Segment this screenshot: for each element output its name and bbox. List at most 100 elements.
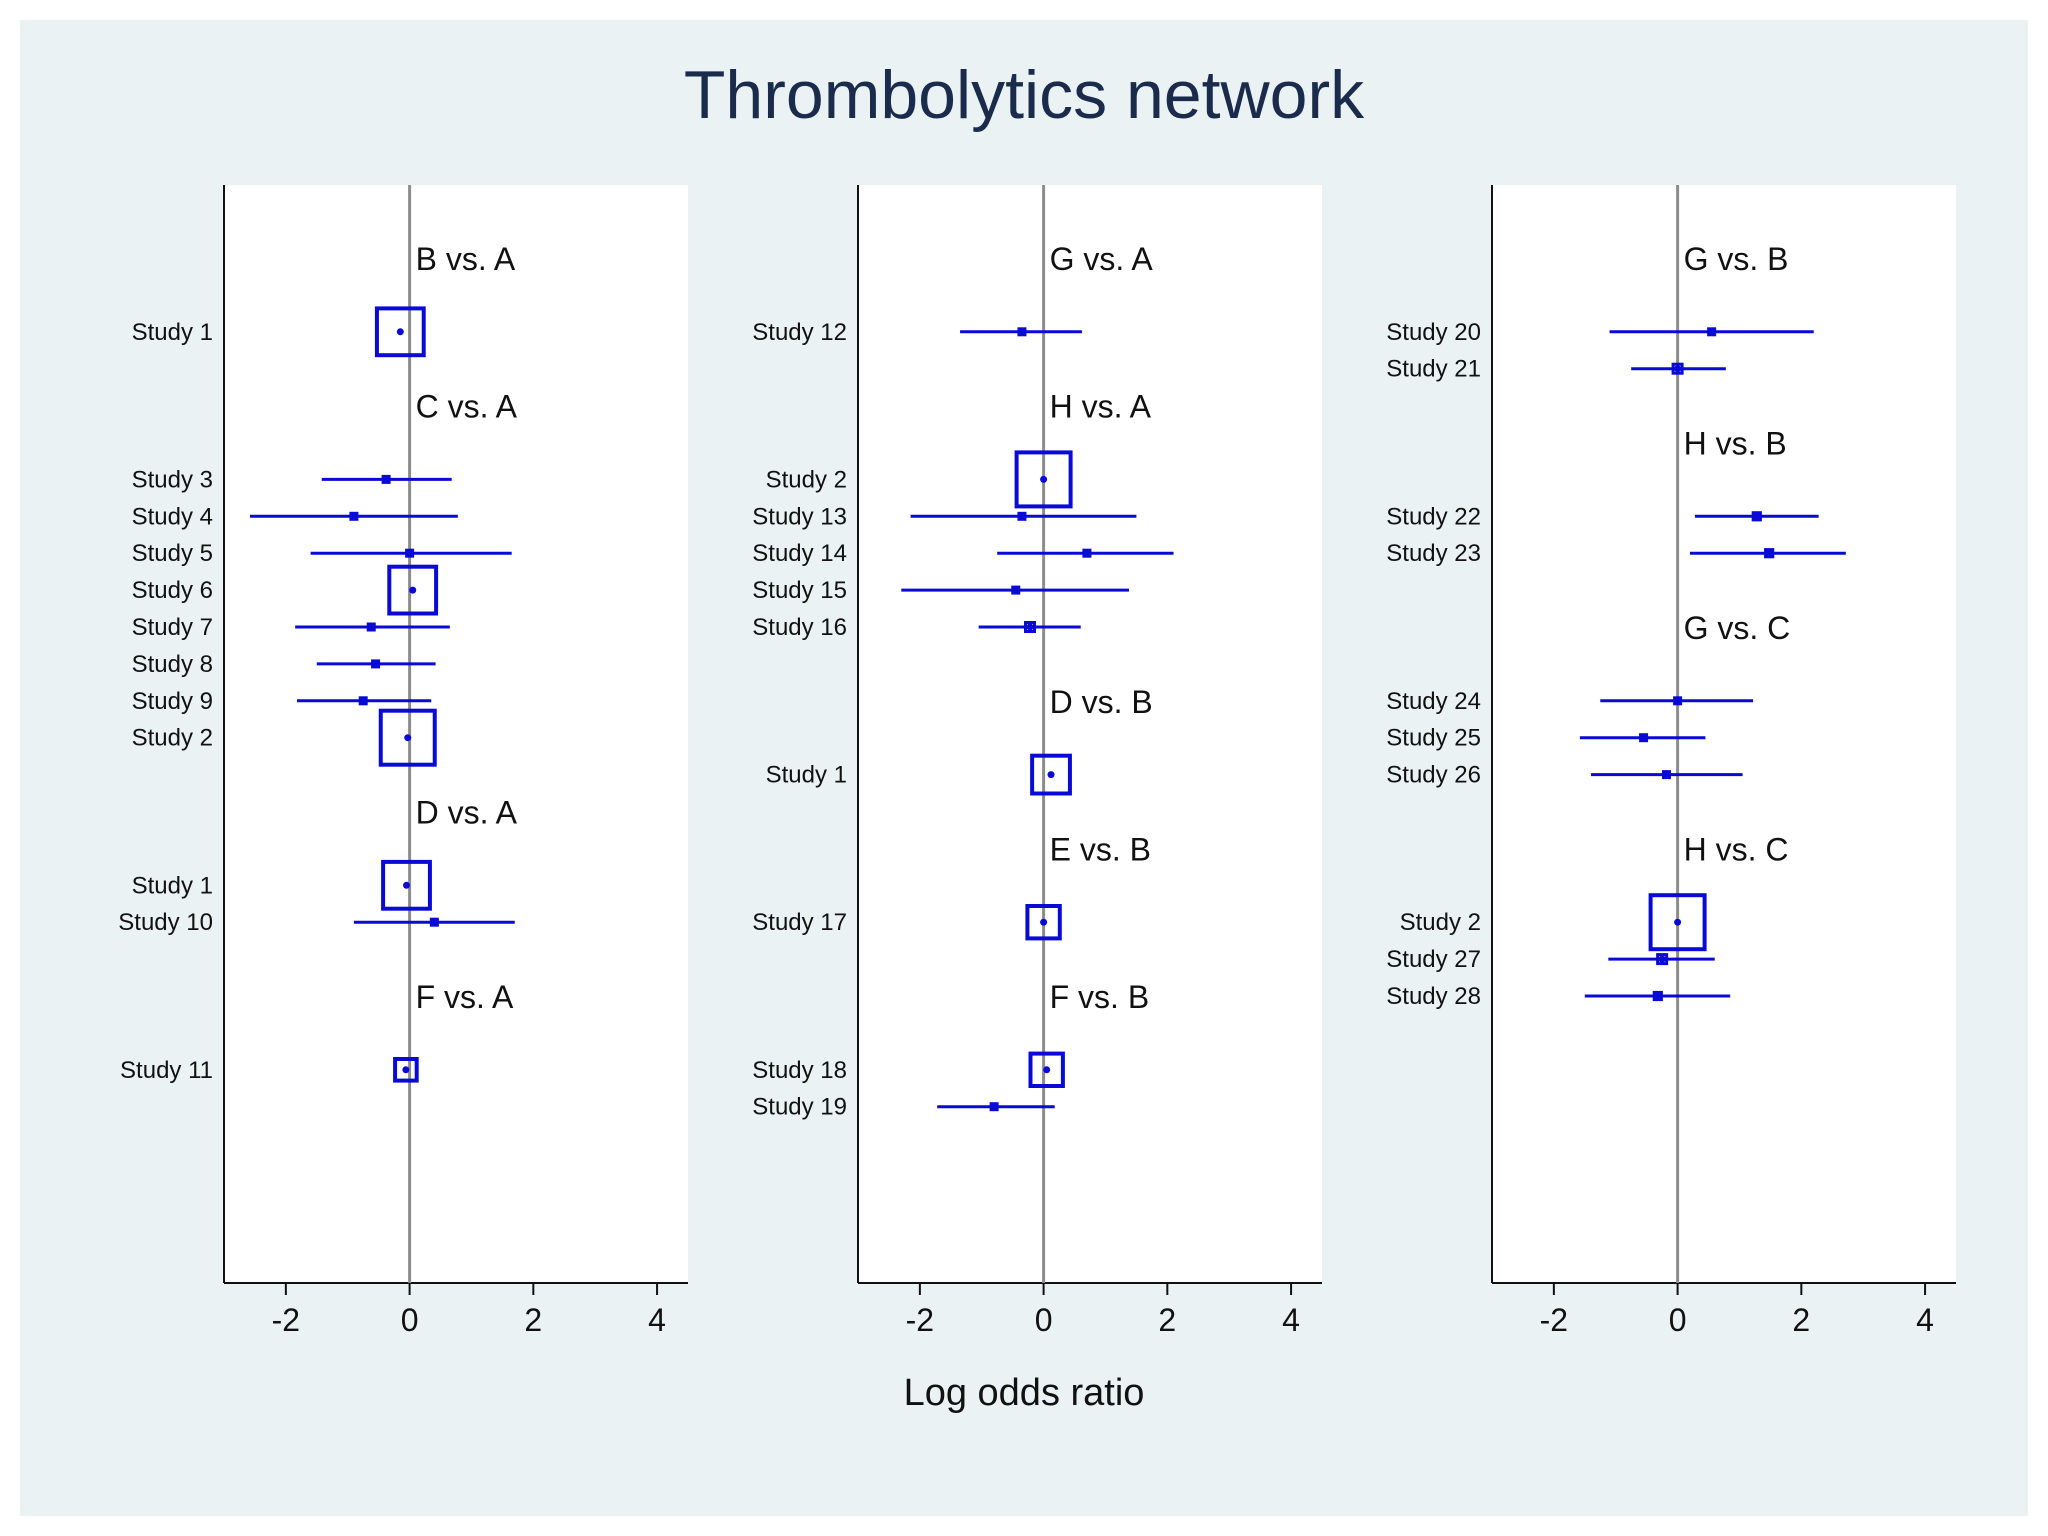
comparison-label: G vs. C: [1684, 610, 1791, 646]
study-label: Study 13: [752, 503, 847, 530]
study-label: Study 4: [132, 503, 213, 530]
point-estimate: [1030, 753, 1072, 796]
estimate-dot: [1674, 697, 1682, 705]
study-label: Study 16: [752, 614, 847, 641]
x-tick-label: -2: [272, 1302, 300, 1338]
estimate-dot: [1012, 586, 1020, 594]
estimate-dot: [404, 734, 412, 742]
study-label: Study 1: [132, 319, 213, 346]
study-label: Study 7: [132, 614, 213, 641]
estimate-dot: [430, 918, 438, 926]
comparison-label: D vs. B: [1050, 684, 1153, 720]
x-tick-label: 0: [1669, 1302, 1687, 1338]
x-tick-label: 4: [648, 1302, 666, 1338]
comparison-label: F vs. A: [416, 979, 514, 1015]
study-label: Study 2: [766, 466, 847, 493]
forest-plot-svg: Thrombolytics network Log odds ratio -2 0…: [118, 57, 1956, 1414]
study-label: Study 17: [752, 909, 847, 936]
study-label: Study 1: [132, 872, 213, 899]
study-label: Study 3: [132, 466, 213, 493]
study-label: Study 2: [1400, 909, 1481, 936]
estimate-dot: [1708, 328, 1716, 336]
point-estimate: [1025, 904, 1062, 941]
comparison-label: E vs. B: [1050, 831, 1151, 867]
study-label: Study 18: [752, 1057, 847, 1084]
x-tick-label: 0: [1035, 1302, 1053, 1338]
panel-background: [858, 185, 1322, 1283]
comparison-label: B vs. A: [416, 241, 516, 277]
comparison-label: D vs. A: [416, 795, 518, 831]
comparison-label: F vs. B: [1050, 979, 1150, 1015]
x-tick-label: -2: [1540, 1302, 1568, 1338]
estimate-dot: [1018, 328, 1026, 336]
estimate-dot: [409, 586, 417, 594]
study-label: Study 22: [1386, 503, 1481, 530]
estimate-dot: [403, 881, 411, 889]
x-tick-label: 0: [401, 1302, 419, 1338]
point-estimate: [1656, 953, 1669, 966]
estimate-dot: [1765, 549, 1773, 557]
panel-background: [224, 185, 688, 1283]
study-label: Study 27: [1386, 946, 1481, 973]
comparison-label: H vs. A: [1050, 389, 1152, 425]
estimate-dot: [1040, 918, 1048, 926]
estimate-dot: [1018, 512, 1026, 520]
study-label: Study 14: [752, 540, 847, 567]
estimate-dot: [359, 697, 367, 705]
x-axis-label: Log odds ratio: [904, 1372, 1145, 1414]
estimate-dot: [1658, 955, 1666, 963]
chart-title: Thrombolytics network: [684, 57, 1365, 133]
study-label: Study 28: [1386, 983, 1481, 1010]
study-label: Study 9: [132, 688, 213, 715]
study-label: Study 6: [132, 577, 213, 604]
estimate-dot: [382, 475, 390, 483]
estimate-dot: [396, 328, 404, 336]
study-label: Study 1: [766, 762, 847, 789]
study-label: Study 19: [752, 1094, 847, 1121]
point-estimate: [1648, 893, 1707, 952]
x-tick-label: -2: [906, 1302, 934, 1338]
panel-1: -2 0 2 4 B vs. A Study 1 C vs. A Study 3 Study 4…: [118, 185, 688, 1338]
comparison-label: H vs. B: [1684, 426, 1787, 462]
study-label: Study 24: [1386, 688, 1481, 715]
estimate-dot: [1654, 992, 1662, 1000]
estimate-dot: [372, 660, 380, 668]
x-tick-label: 2: [1792, 1302, 1810, 1338]
point-estimate: [374, 306, 426, 358]
study-label: Study 21: [1386, 356, 1481, 383]
study-label: Study 20: [1386, 319, 1481, 346]
estimate-dot: [350, 512, 358, 520]
point-estimate: [1652, 990, 1663, 1002]
estimate-dot: [1043, 1066, 1051, 1074]
estimate-dot: [1083, 549, 1091, 557]
point-estimate: [381, 859, 432, 911]
comparison-label: H vs. C: [1684, 831, 1789, 867]
panel-3: -2 0 2 4 G vs. B Study 20 Study 21 H vs. B Study…: [1386, 185, 1956, 1338]
x-tick-label: 2: [1158, 1302, 1176, 1338]
comparison-label: C vs. A: [416, 389, 518, 425]
estimate-dot: [1662, 771, 1670, 779]
estimate-dot: [1047, 771, 1055, 779]
estimate-dot: [1640, 734, 1648, 742]
study-label: Study 11: [120, 1057, 213, 1084]
estimate-dot: [402, 1066, 410, 1074]
x-tick-label: 4: [1282, 1302, 1300, 1338]
point-estimate: [393, 1057, 419, 1083]
point-estimate: [1014, 450, 1073, 509]
study-label: Study 5: [132, 540, 213, 567]
estimate-dot: [406, 549, 414, 557]
study-label: Study 26: [1386, 762, 1481, 789]
point-estimate: [387, 564, 439, 616]
estimate-dot: [1674, 365, 1682, 373]
estimate-dot: [1753, 512, 1761, 520]
study-label: Study 2: [132, 725, 213, 752]
x-tick-label: 4: [1916, 1302, 1934, 1338]
x-tick-label: 2: [524, 1302, 542, 1338]
forest-plot-figure: Thrombolytics network Log odds ratio -2 0…: [20, 20, 2028, 1516]
point-estimate: [1023, 621, 1036, 633]
panel-background: [1492, 185, 1956, 1283]
estimate-dot: [1040, 475, 1048, 483]
panel-2: -2 0 2 4 G vs. A Study 12 H vs. A Study 2 Study …: [752, 185, 1322, 1338]
estimate-dot: [1026, 623, 1034, 631]
study-label: Study 10: [118, 909, 213, 936]
